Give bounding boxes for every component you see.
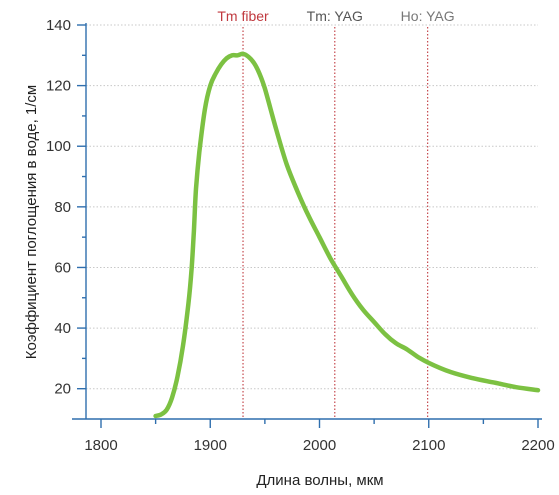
x-tick-label: 1900 (194, 437, 227, 454)
x-tick-label: 2200 (521, 437, 554, 454)
x-axis-title: Длина волны, мкм (256, 472, 383, 489)
label-layer: 20 40 60 80 100 120 140 1800 1900 2000 2100 2200 Tm … (46, 8, 555, 454)
axis-layer (72, 23, 542, 428)
y-axis-title: Коэффициент поглощения в воде, 1/см (23, 85, 40, 359)
marker-layer (242, 27, 429, 419)
series-layer (153, 51, 541, 419)
y-tick-label: 100 (46, 138, 71, 155)
marker-label: Tm: YAG (307, 8, 363, 24)
y-tick-label: 20 (54, 381, 71, 398)
x-tick-label: 2000 (303, 437, 336, 454)
grid-layer (86, 24, 538, 390)
marker-label: Ho: YAG (401, 8, 455, 24)
y-tick-label: 140 (46, 17, 71, 34)
absorption-curve (153, 51, 541, 419)
y-tick-label: 120 (46, 78, 71, 95)
marker-label: Tm fiber (217, 8, 269, 24)
y-tick-label: 60 (54, 259, 71, 276)
y-tick-label: 40 (54, 320, 71, 337)
y-tick-label: 80 (54, 199, 71, 216)
x-tick-label: 1800 (84, 437, 117, 454)
x-tick-label: 2100 (412, 437, 445, 454)
